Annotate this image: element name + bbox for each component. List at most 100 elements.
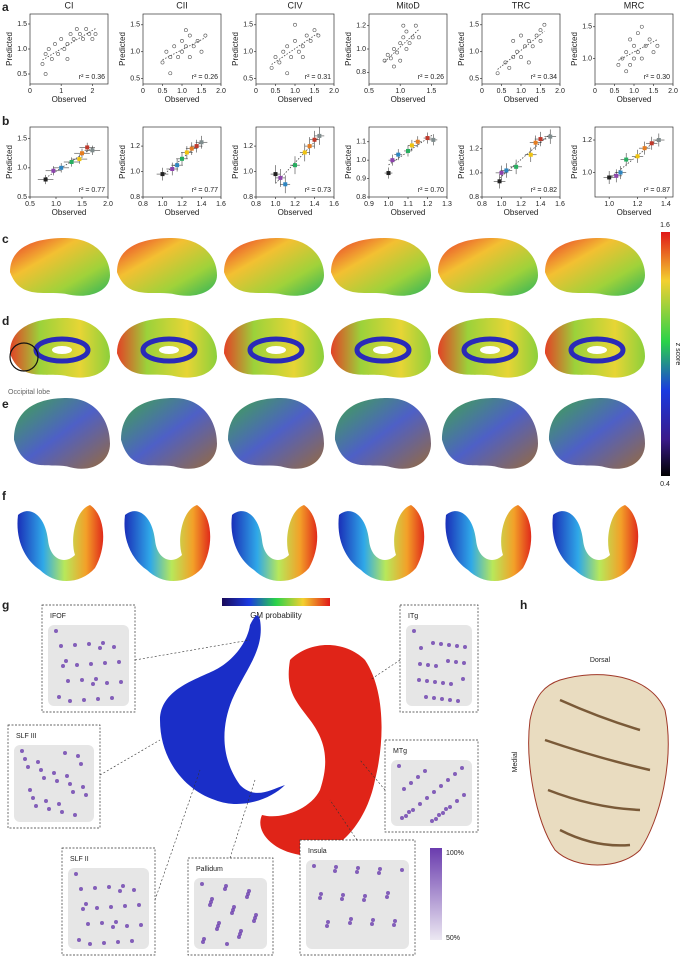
point	[180, 156, 184, 161]
point	[632, 56, 636, 61]
y-tick-label: 1.0	[582, 55, 592, 62]
x-tick-label: 2	[90, 88, 94, 95]
inset-dot	[68, 782, 72, 786]
inset-dot	[55, 779, 59, 783]
y-tick-label: 0.5	[17, 71, 27, 78]
y-tick-label: 1.5	[469, 22, 479, 29]
inset-dot	[362, 898, 366, 902]
point	[647, 37, 652, 42]
point	[425, 136, 430, 141]
y-tick-label: 1.0	[17, 46, 27, 53]
y-tick-label: 1.0	[243, 49, 253, 56]
y-tick-label: 1.2	[582, 137, 592, 144]
inset-dot	[455, 644, 459, 648]
point	[293, 39, 297, 43]
connector	[99, 739, 161, 776]
x-tick-label: 1.0	[177, 88, 187, 95]
y-tick-label: 1.1	[356, 139, 366, 146]
annotation: r² = 0.87	[644, 187, 670, 194]
inset-dot	[363, 894, 367, 898]
embedding-red	[260, 645, 382, 856]
inset-dot	[73, 813, 77, 817]
inset-dot	[312, 864, 316, 868]
point	[312, 137, 317, 142]
point	[176, 55, 181, 59]
y-tick-label: 1.0	[469, 170, 479, 177]
inset-dot	[340, 897, 344, 901]
point	[71, 37, 76, 41]
point	[514, 164, 519, 169]
inset-dot	[433, 680, 437, 684]
x-axis-label: Observed	[504, 95, 539, 104]
inset-tissue	[406, 625, 472, 706]
inset-dot	[102, 941, 106, 945]
inset-dot	[418, 662, 422, 666]
inset-dot	[39, 768, 43, 772]
fit-line	[271, 32, 319, 65]
y-tick-label: 0.8	[356, 194, 366, 201]
inset-dot	[441, 811, 445, 815]
inset-dot	[441, 681, 445, 685]
brain-surface	[438, 238, 538, 296]
x-tick-label: 1.5	[427, 88, 437, 95]
point	[398, 58, 403, 63]
x-tick-label: 2.0	[555, 88, 565, 95]
ventricle	[354, 336, 412, 364]
y-tick-label: 1.0	[356, 157, 366, 164]
inset-dot	[63, 751, 67, 755]
inset-dot	[417, 678, 421, 682]
x-tick-label: 0.5	[497, 88, 507, 95]
point	[46, 47, 51, 51]
point	[409, 143, 414, 148]
point	[316, 33, 321, 38]
inset-dot	[456, 699, 460, 703]
point	[406, 148, 410, 153]
probability-scale	[430, 848, 442, 940]
point	[390, 158, 395, 163]
inset-dot	[453, 772, 457, 776]
point	[655, 43, 660, 48]
point	[431, 137, 436, 142]
inset-dot	[130, 939, 134, 943]
colorbar-min: 0.4	[660, 481, 670, 488]
point	[632, 43, 636, 48]
point	[620, 56, 625, 61]
y-axis-label: Predicted	[118, 145, 127, 179]
inset-dot	[232, 905, 236, 909]
inset-dot	[80, 678, 84, 682]
point	[81, 37, 85, 41]
embedding-blue	[160, 615, 285, 805]
point	[533, 140, 538, 145]
inset-dot	[370, 922, 374, 926]
inset-dot	[434, 817, 438, 821]
inset-dot	[54, 629, 58, 633]
inset-dot	[448, 805, 452, 809]
x-axis-label: Observed	[617, 95, 652, 104]
inset-dot	[392, 923, 396, 927]
brain-surface	[10, 238, 110, 296]
inset-dot	[139, 923, 143, 927]
inset-dot	[334, 865, 338, 869]
chart-title: MRC	[624, 0, 645, 10]
point	[624, 69, 629, 74]
point	[503, 60, 508, 65]
y-tick-label: 0.9	[356, 175, 366, 182]
inset-dot	[91, 682, 95, 686]
y-tick-label: 0.5	[130, 75, 140, 82]
inset-dot	[84, 793, 88, 797]
x-tick-label: 1.2	[516, 201, 526, 208]
inset-dot	[247, 889, 251, 893]
point	[495, 71, 500, 76]
orientation-label: Medial	[512, 751, 519, 772]
inset-dot	[114, 920, 118, 924]
x-tick-label: 1.0	[604, 201, 614, 208]
tractography	[121, 398, 217, 469]
x-tick-label: 2.0	[668, 88, 678, 95]
fit-line	[162, 37, 206, 61]
y-axis-label: Predicted	[570, 145, 579, 179]
y-axis-label: Predicted	[5, 32, 14, 66]
inset-dot	[355, 870, 359, 874]
inset-dot	[318, 896, 322, 900]
y-tick-label: 1.5	[243, 22, 253, 29]
